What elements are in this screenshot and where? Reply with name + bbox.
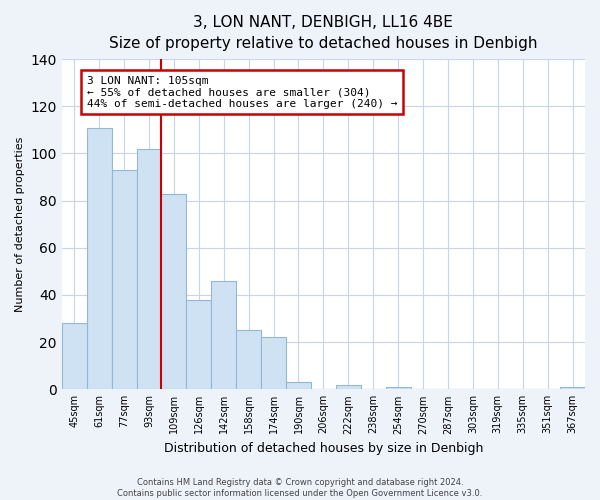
Bar [62,324,87,390]
Bar [261,338,286,390]
Text: Contains HM Land Registry data © Crown copyright and database right 2024.
Contai: Contains HM Land Registry data © Crown c… [118,478,482,498]
Bar [211,281,236,390]
Bar [137,148,161,390]
Bar [161,194,187,390]
Bar [187,300,211,390]
Bar [386,387,410,390]
Y-axis label: Number of detached properties: Number of detached properties [15,136,25,312]
Bar [286,382,311,390]
Bar [236,330,261,390]
Title: 3, LON NANT, DENBIGH, LL16 4BE
Size of property relative to detached houses in D: 3, LON NANT, DENBIGH, LL16 4BE Size of p… [109,15,538,51]
X-axis label: Distribution of detached houses by size in Denbigh: Distribution of detached houses by size … [164,442,483,455]
Bar [560,387,585,390]
Text: 3 LON NANT: 105sqm
← 55% of detached houses are smaller (304)
44% of semi-detach: 3 LON NANT: 105sqm ← 55% of detached hou… [87,76,397,109]
Bar [112,170,137,390]
Bar [87,128,112,390]
Bar [336,384,361,390]
